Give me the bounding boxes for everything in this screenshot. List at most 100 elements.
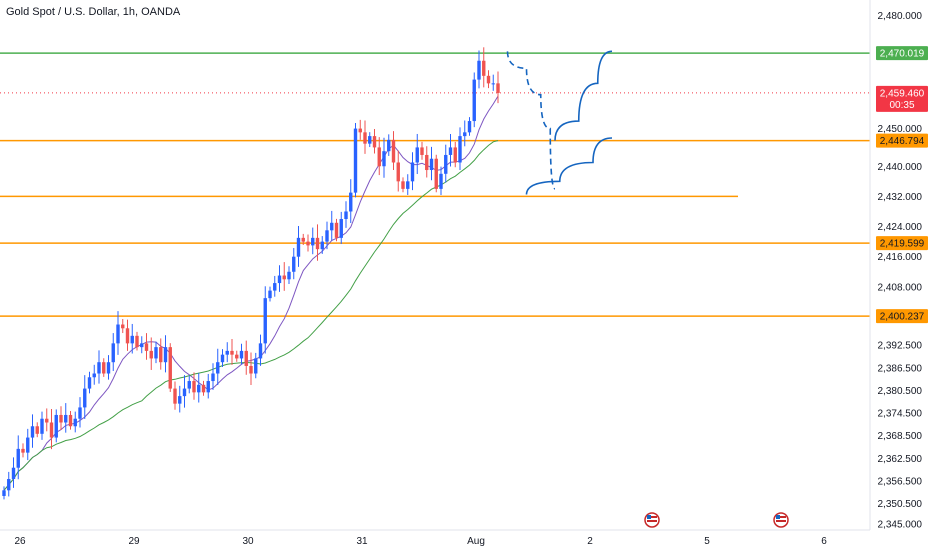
- candle: [401, 177, 405, 193]
- tag-label: 2,400.237: [880, 312, 925, 323]
- candle-body: [64, 414, 68, 423]
- candle-body: [477, 60, 481, 80]
- candle: [92, 364, 96, 385]
- candle-body: [315, 237, 320, 250]
- candle: [344, 201, 348, 228]
- candle-body: [496, 83, 500, 93]
- candle: [268, 286, 272, 302]
- candle: [306, 234, 310, 252]
- price-tick-label: 2,480.000: [878, 11, 923, 22]
- candle-body: [87, 377, 92, 389]
- candle: [282, 262, 286, 291]
- candle-body: [182, 388, 187, 397]
- candle-body: [339, 219, 343, 238]
- candle-body: [2, 490, 6, 496]
- candle: [372, 128, 377, 154]
- candle: [87, 371, 92, 394]
- price-tick-label: 2,362.500: [878, 454, 923, 465]
- candle-body: [30, 426, 35, 438]
- candle: [382, 137, 386, 178]
- candle-body: [372, 136, 377, 148]
- candle-body: [40, 418, 44, 434]
- candle-body: [244, 350, 248, 366]
- candle: [353, 123, 358, 198]
- candle: [192, 372, 196, 400]
- candle: [463, 120, 467, 147]
- price-axis[interactable]: 2,480.000 2,450.000 2,440.000 2,432.000 2,42…: [878, 11, 923, 531]
- candle: [249, 352, 253, 386]
- time-tick-label: 2: [587, 536, 593, 547]
- level-price-tag: 2,419.599: [876, 236, 928, 251]
- candle: [254, 352, 258, 379]
- candle-body: [239, 350, 244, 359]
- candle-body: [268, 290, 272, 299]
- levels-layer: [0, 52, 870, 317]
- moving-averages-layer: [3, 95, 499, 491]
- fast-moving-average: [3, 95, 499, 491]
- price-tick-label: 2,450.000: [878, 124, 923, 135]
- candle: [311, 227, 315, 255]
- candle: [396, 150, 400, 192]
- candle-body: [230, 350, 234, 355]
- candle-body: [192, 381, 196, 393]
- time-tick-label: 29: [128, 536, 140, 547]
- candle: [301, 233, 305, 246]
- time-tick-label: 6: [821, 536, 827, 547]
- candle-body: [410, 162, 415, 182]
- candle-body: [45, 418, 49, 423]
- price-tick-label: 2,345.000: [878, 520, 923, 531]
- candle: [320, 236, 324, 254]
- time-axis[interactable]: 26 29 30 31 Aug 2 5 6: [14, 536, 827, 547]
- candle-body: [258, 343, 263, 359]
- candle-body: [406, 181, 410, 189]
- candle-body: [216, 362, 220, 374]
- candle-body: [102, 362, 106, 374]
- candle: [244, 340, 248, 375]
- candle-body: [249, 365, 253, 374]
- event-markers[interactable]: [644, 512, 789, 528]
- candle-body: [306, 241, 310, 246]
- candle: [111, 333, 115, 372]
- candle-body: [26, 437, 30, 453]
- candle: [26, 428, 30, 461]
- us-flag-event-icon[interactable]: [773, 512, 789, 528]
- candle-body: [292, 256, 296, 272]
- candle: [125, 319, 130, 351]
- candle: [135, 331, 139, 351]
- candles-layer: [2, 47, 500, 500]
- candle-body: [425, 154, 429, 171]
- candle-body: [486, 75, 491, 84]
- us-flag-event-icon[interactable]: [644, 512, 660, 528]
- projection-path-2: [554, 50, 613, 141]
- candle-body: [197, 384, 201, 393]
- candle: [173, 381, 177, 410]
- candle: [59, 406, 63, 430]
- candle-body: [35, 426, 39, 434]
- candle: [220, 349, 225, 367]
- candle-body: [49, 422, 54, 438]
- candle: [453, 141, 457, 168]
- candle: [178, 385, 182, 413]
- projection-layer: [506, 50, 613, 195]
- candle: [368, 132, 372, 148]
- candle-body: [16, 448, 20, 468]
- candle-body: [116, 324, 120, 344]
- candle-body: [391, 139, 396, 163]
- candle-body: [187, 381, 191, 389]
- candle-body: [325, 230, 329, 242]
- candle: [482, 47, 486, 88]
- candle: [206, 373, 210, 399]
- candle: [415, 133, 419, 175]
- candle: [235, 350, 239, 362]
- candle-body: [159, 347, 163, 363]
- candle: [334, 218, 339, 242]
- candle-body: [467, 121, 472, 133]
- candle-body: [463, 132, 467, 137]
- candle-body: [415, 147, 419, 163]
- candle-body: [353, 128, 358, 193]
- candle: [477, 50, 481, 89]
- candle: [197, 372, 201, 403]
- candle: [467, 117, 472, 136]
